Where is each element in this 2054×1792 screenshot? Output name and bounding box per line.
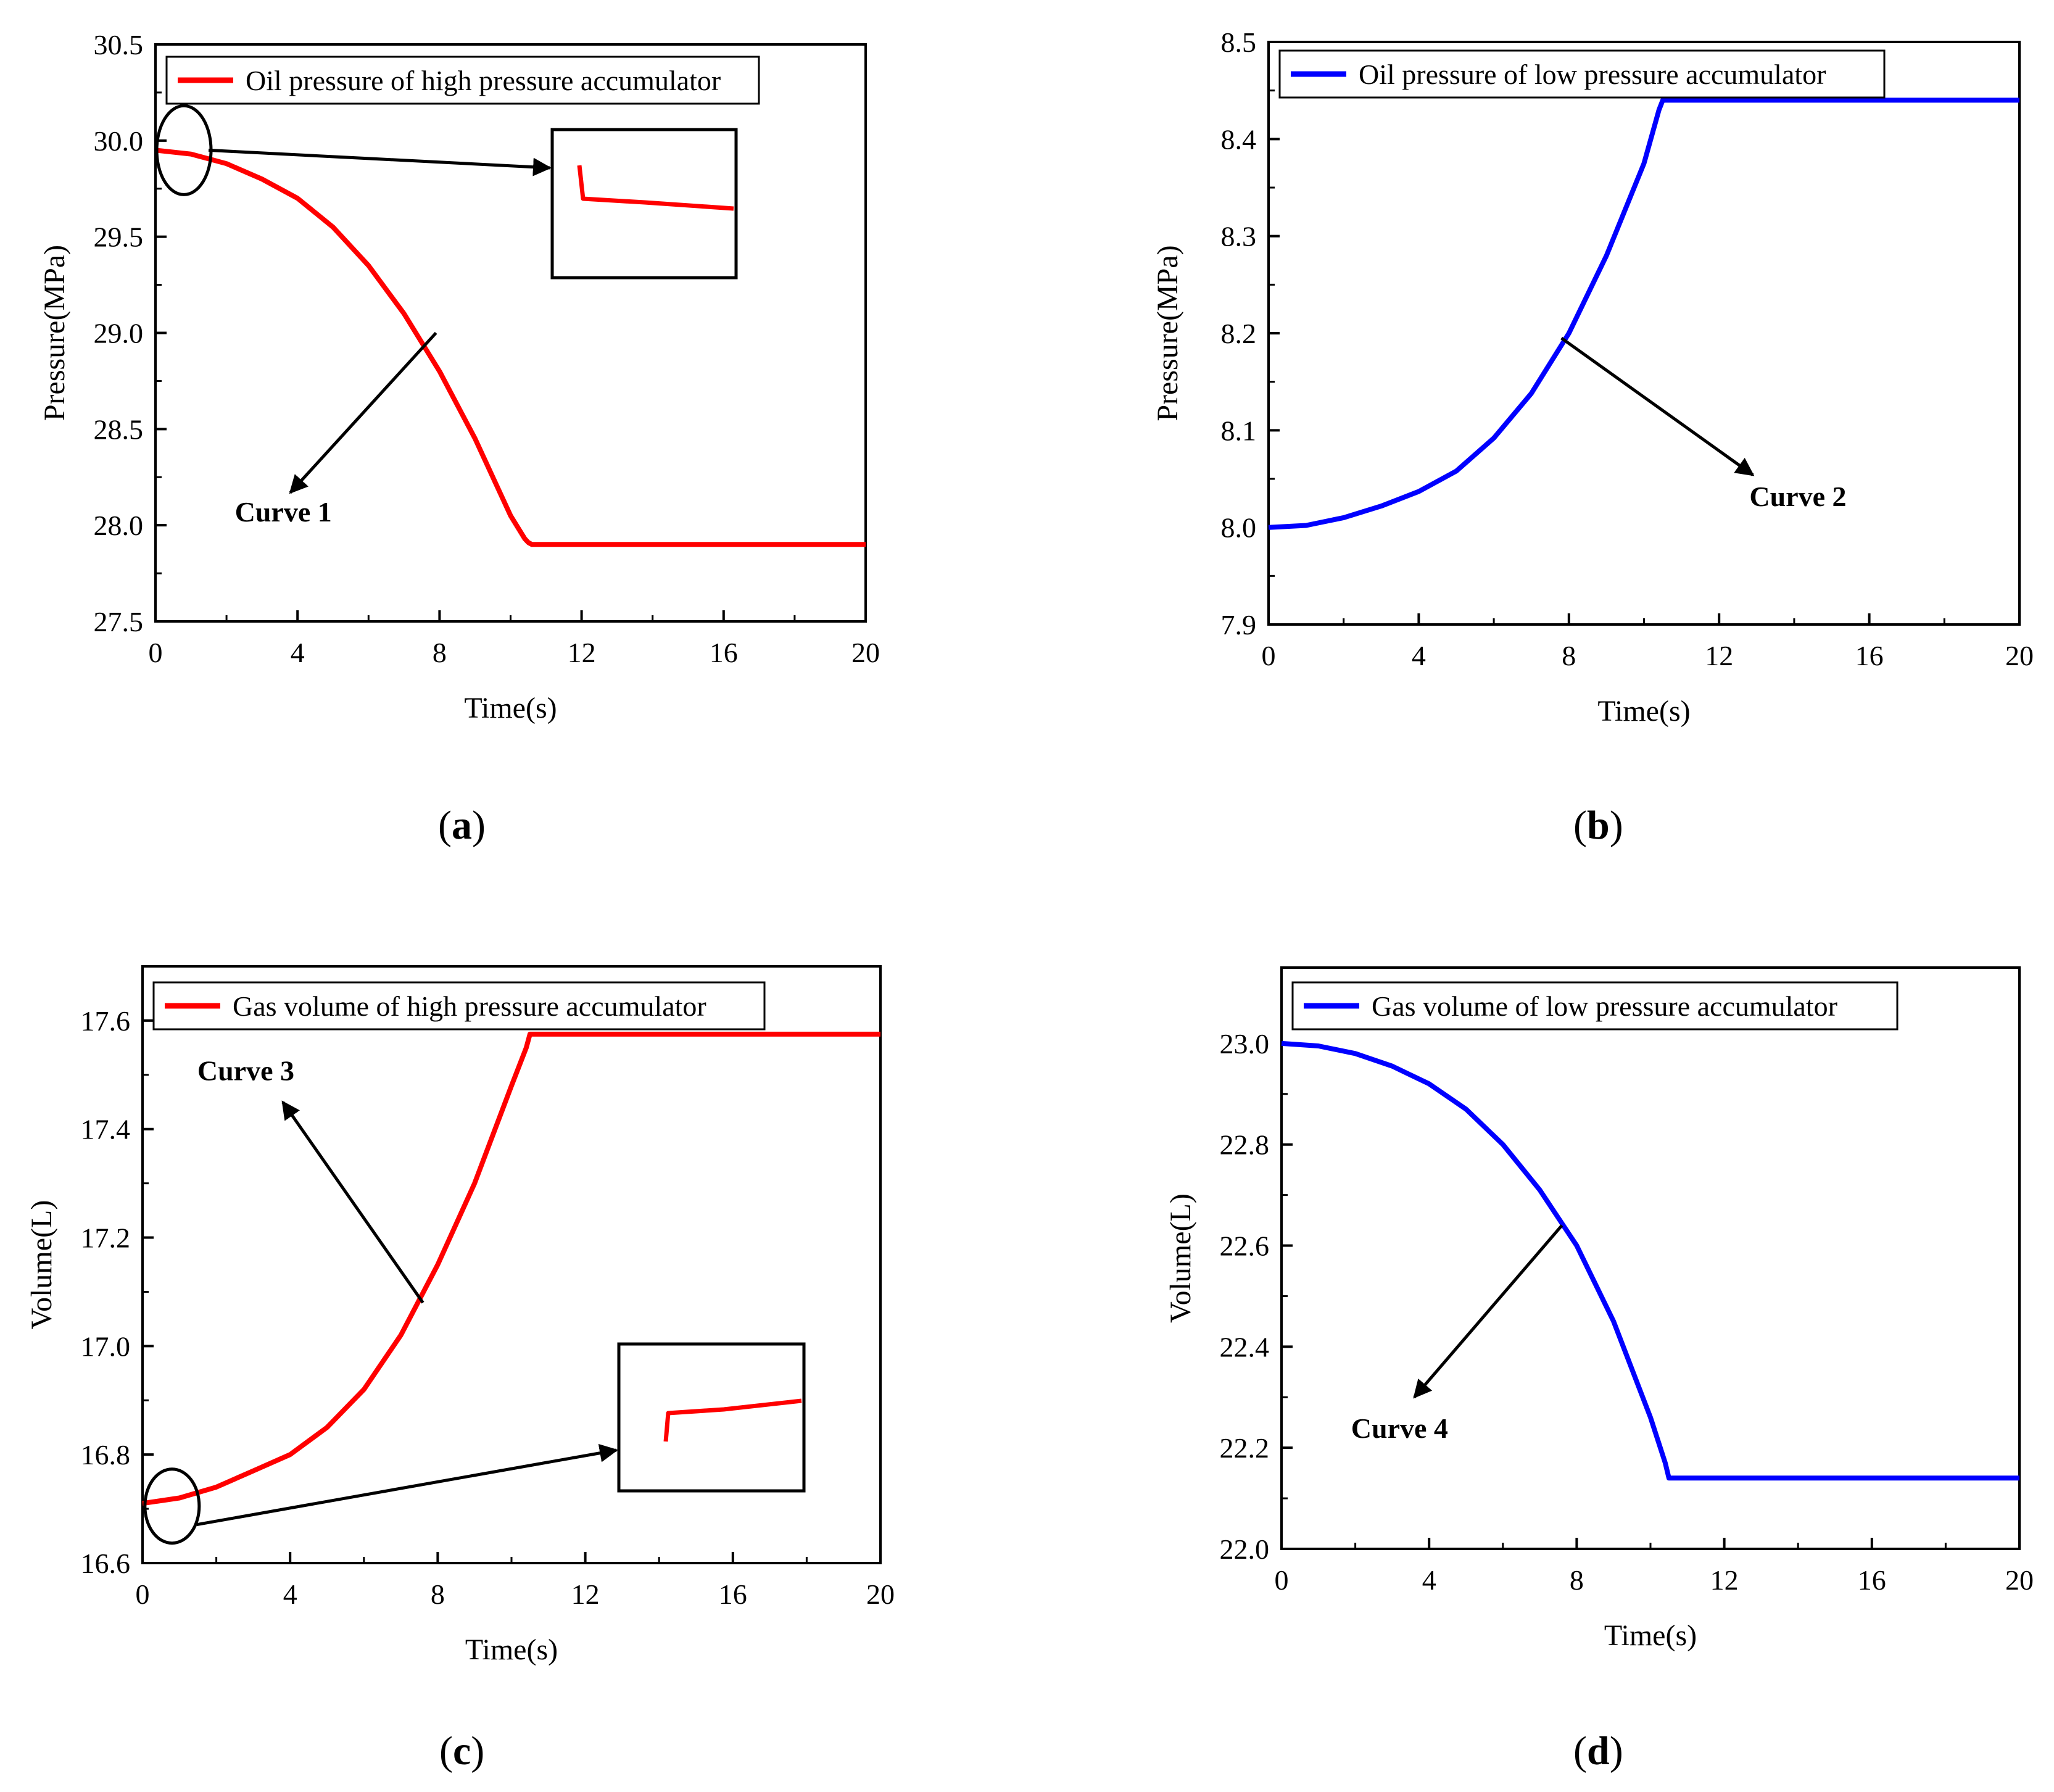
- annotation-arrow: [1560, 336, 1755, 476]
- x-tick-label: 20: [851, 637, 880, 668]
- y-axis-label: Pressure(MPa): [38, 245, 71, 421]
- y-tick-label: 8.3: [1221, 221, 1257, 252]
- x-tick-label: 4: [291, 637, 305, 668]
- x-tick-label: 16: [710, 637, 738, 668]
- y-tick-label: 16.8: [81, 1439, 131, 1471]
- legend-label: Oil pressure of high pressure accumulato…: [246, 65, 721, 96]
- annotation-arrow: [1413, 1224, 1563, 1399]
- x-tick-label: 4: [283, 1578, 297, 1610]
- y-tick-label: 28.0: [94, 510, 144, 541]
- y-tick-label: 17.0: [81, 1330, 131, 1362]
- y-tick-label: 8.5: [1221, 27, 1257, 58]
- y-axis-label: Volume(L): [1164, 1193, 1197, 1323]
- x-axis-label: Time(s): [1597, 695, 1690, 728]
- x-tick-label: 12: [1705, 640, 1733, 671]
- y-tick-label: 29.5: [94, 222, 144, 253]
- x-tick-label: 8: [431, 1578, 445, 1610]
- series-line: [142, 1031, 880, 1506]
- caption-a: (a): [438, 803, 486, 848]
- y-tick-label: 17.2: [81, 1222, 131, 1254]
- x-tick-label: 0: [1275, 1564, 1289, 1596]
- x-tick-label: 8: [1562, 640, 1576, 671]
- caption-c: (c): [439, 1728, 485, 1773]
- legend-label: Oil pressure of low pressure accumulator: [1359, 59, 1826, 90]
- y-tick-label: 29.0: [94, 318, 144, 349]
- y-tick-label: 23.0: [1220, 1028, 1270, 1060]
- y-tick-label: 22.8: [1220, 1129, 1270, 1161]
- y-tick-label: 17.6: [81, 1005, 131, 1037]
- legend-label: Gas volume of high pressure accumulator: [233, 990, 706, 1022]
- y-tick-label: 30.5: [94, 29, 144, 60]
- x-tick-label: 0: [1262, 640, 1276, 671]
- y-tick-label: 8.4: [1221, 123, 1257, 155]
- legend-box: [1291, 981, 1899, 1031]
- y-tick-label: 8.2: [1221, 318, 1257, 349]
- legend-box: [152, 981, 766, 1031]
- annotation-label: Curve 4: [1351, 1412, 1448, 1444]
- y-tick-label: 8.1: [1221, 415, 1257, 446]
- plot-frame: [1267, 41, 2021, 626]
- y-tick-label: 17.4: [81, 1114, 131, 1145]
- panel-d-chart: 0 4 8 12 16 20 22.0 22.2 22.4 22.6 22.8 23.0 Time(s)…: [1164, 966, 2034, 1652]
- y-tick-label: 22.4: [1220, 1331, 1270, 1363]
- y-tick-label: 7.9: [1221, 609, 1257, 641]
- annotation-arrow: [281, 1100, 424, 1304]
- plot-frame: [154, 43, 867, 623]
- x-tick-label: 8: [433, 637, 447, 668]
- x-axis-label: Time(s): [465, 1633, 558, 1666]
- x-tick-label: 12: [568, 637, 596, 668]
- x-tick-label: 8: [1570, 1564, 1584, 1596]
- x-tick-label: 0: [149, 637, 163, 668]
- panel-c-chart: 0 4 8 12 16 20 16.6 16.8 17.0 17.2 17.4 17.6 Time(s)…: [25, 965, 895, 1666]
- series-line: [1281, 1040, 2019, 1481]
- zoom-arrow: [208, 148, 552, 176]
- zoom-arrow: [196, 1443, 618, 1527]
- x-tick-label: 16: [719, 1578, 747, 1610]
- x-tick-label: 12: [571, 1578, 600, 1610]
- y-tick-label: 22.2: [1220, 1432, 1270, 1464]
- y-tick-label: 22.6: [1220, 1230, 1270, 1262]
- inset-curve: [577, 165, 734, 211]
- x-tick-label: 16: [1855, 640, 1884, 671]
- legend-box: [1278, 49, 1886, 99]
- caption-d: (d): [1573, 1728, 1623, 1773]
- x-tick-label: 4: [1412, 640, 1426, 671]
- annotation-label: Curve 3: [197, 1055, 294, 1087]
- x-axis-label: Time(s): [1604, 1619, 1697, 1652]
- y-tick-label: 28.5: [94, 413, 144, 445]
- x-tick-label: 12: [1710, 1564, 1739, 1596]
- panel-b-chart: 0 4 8 12 16 20 7.9 8.0 8.1 8.2 8.3 8.4 8.5 Time(s) Pre…: [1151, 27, 2034, 728]
- x-tick-label: 20: [2005, 1564, 2034, 1596]
- annotation-label: Curve 2: [1749, 481, 1846, 512]
- annotation-arrow: [289, 331, 437, 494]
- plot-frame: [1280, 966, 2021, 1550]
- legend-box: [165, 56, 760, 105]
- inset-box: [617, 1342, 806, 1493]
- x-tick-label: 20: [866, 1578, 895, 1610]
- x-tick-label: 20: [2005, 640, 2034, 671]
- legend-label: Gas volume of low pressure accumulator: [1372, 990, 1837, 1022]
- zoom-circle: [143, 1467, 201, 1545]
- x-tick-label: 0: [136, 1578, 150, 1610]
- x-axis-label: Time(s): [464, 692, 557, 724]
- annotation-label: Curve 1: [235, 496, 332, 528]
- series-line: [155, 147, 866, 547]
- caption-b: (b): [1573, 803, 1623, 848]
- y-axis-label: Pressure(MPa): [1151, 245, 1184, 421]
- series-line: [1268, 97, 2019, 530]
- y-tick-label: 16.6: [81, 1548, 131, 1579]
- inset-curve: [663, 1398, 802, 1442]
- x-tick-label: 16: [1858, 1564, 1886, 1596]
- panel-a-chart: 0 4 8 12 16 20 27.5 28.0 28.5 29.0 29.5 30.0 30.5 Tim…: [38, 29, 880, 724]
- y-tick-label: 22.0: [1220, 1533, 1270, 1565]
- y-axis-label: Volume(L): [25, 1200, 58, 1330]
- x-tick-label: 4: [1422, 1564, 1436, 1596]
- y-tick-label: 8.0: [1221, 512, 1257, 544]
- y-tick-label: 30.0: [94, 125, 144, 157]
- y-tick-label: 27.5: [94, 606, 144, 637]
